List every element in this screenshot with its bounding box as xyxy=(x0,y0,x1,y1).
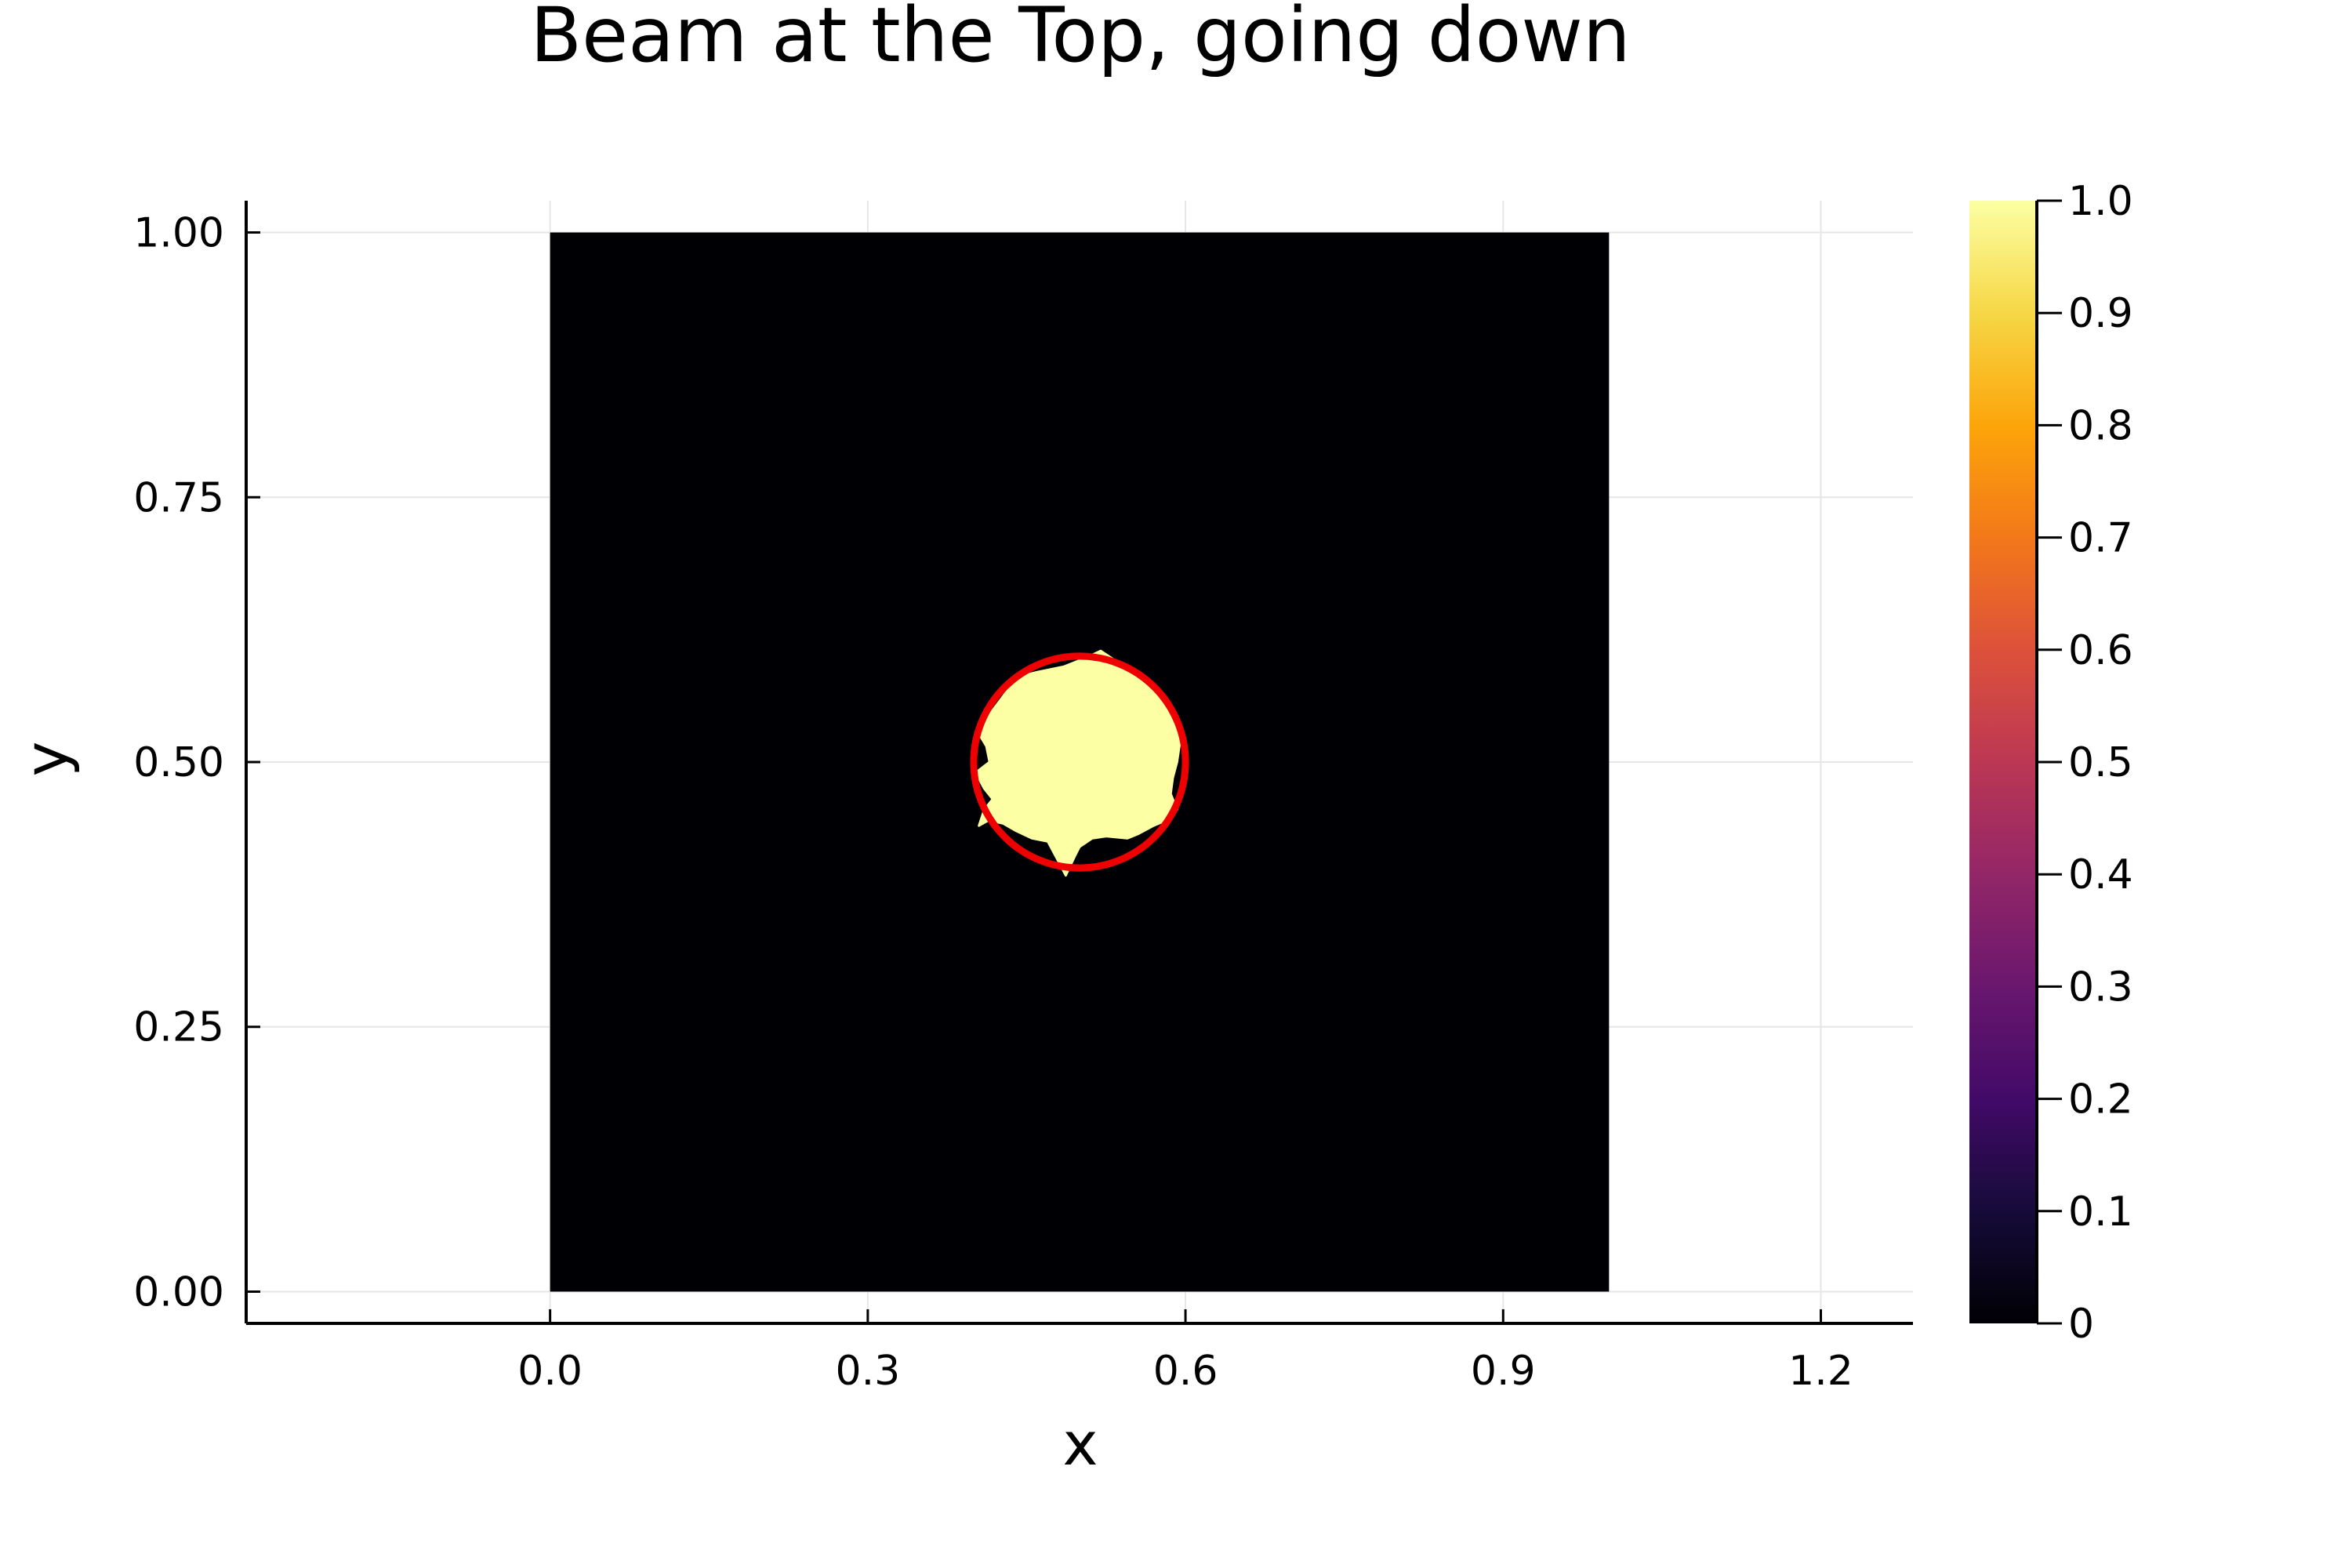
y-tick-label: 0.75 xyxy=(133,474,224,521)
x-tick-label: 0.3 xyxy=(836,1348,901,1395)
y-axis-title: y xyxy=(11,742,81,777)
colorbar-tick-label: 0.7 xyxy=(2068,515,2133,562)
x-tick-label: 1.2 xyxy=(1788,1348,1853,1395)
colorbar-tick-label: 0.8 xyxy=(2068,402,2133,449)
colorbar-tick-label: 0 xyxy=(2068,1301,2094,1348)
colorbar-tick-label: 0.2 xyxy=(2068,1076,2133,1123)
y-axis-ticks: 0.00 0.25 0.50 0.75 1.00 xyxy=(133,210,260,1316)
colorbar-tick-label: 0.3 xyxy=(2068,964,2133,1011)
y-tick-label: 0.00 xyxy=(133,1269,224,1316)
heatmap-field xyxy=(550,232,1610,1292)
colorbar-gradient xyxy=(1969,201,2037,1323)
colorbar-tick-label: 1.0 xyxy=(2068,178,2133,225)
x-tick-label: 0.0 xyxy=(517,1348,583,1395)
colorbar-tick-label: 0.6 xyxy=(2068,627,2133,674)
chart-title: Beam at the Top, going down xyxy=(530,0,1631,79)
colorbar-tick-label: 0.1 xyxy=(2068,1189,2133,1236)
x-tick-label: 0.6 xyxy=(1153,1348,1218,1395)
x-tick-label: 0.9 xyxy=(1471,1348,1536,1395)
x-axis-ticks: 0.0 0.3 0.6 0.9 1.2 xyxy=(517,1309,1853,1395)
y-tick-label: 0.50 xyxy=(133,739,224,786)
reference-circle xyxy=(970,652,1189,872)
colorbar-tick-label: 0.9 xyxy=(2068,290,2133,337)
y-tick-label: 0.25 xyxy=(133,1004,224,1051)
y-tick-label: 1.00 xyxy=(133,210,224,257)
colorbar: 0 0.1 0.2 0.3 0.4 0.5 0.6 0.7 0.8 0.9 1.0 xyxy=(1969,178,2133,1348)
colorbar-tick-label: 0.4 xyxy=(2068,851,2133,898)
x-axis-title: x xyxy=(1063,1409,1098,1479)
colorbar-tick-label: 0.5 xyxy=(2068,739,2133,786)
